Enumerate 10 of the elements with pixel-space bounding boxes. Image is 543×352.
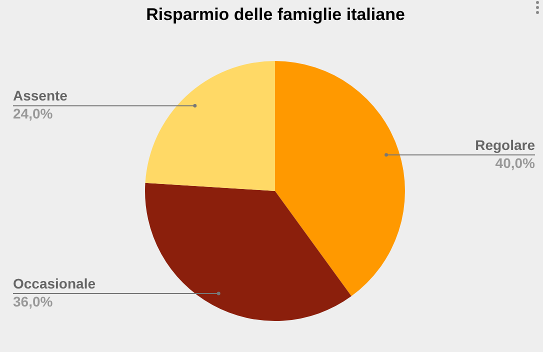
data-label: 40,0% — [495, 154, 536, 171]
data-label: 24,0% — [13, 106, 54, 122]
slice-label: Occasionale — [13, 276, 96, 292]
pie-slice — [145, 61, 275, 191]
pie-slice — [275, 61, 405, 296]
slice-label: Assente — [13, 88, 68, 104]
data-label: 36,0% — [13, 294, 54, 310]
pie-slice — [145, 182, 352, 321]
chart-title: Risparmio delle famiglie italiane — [146, 5, 405, 24]
slice-label: Regolare — [475, 136, 536, 153]
